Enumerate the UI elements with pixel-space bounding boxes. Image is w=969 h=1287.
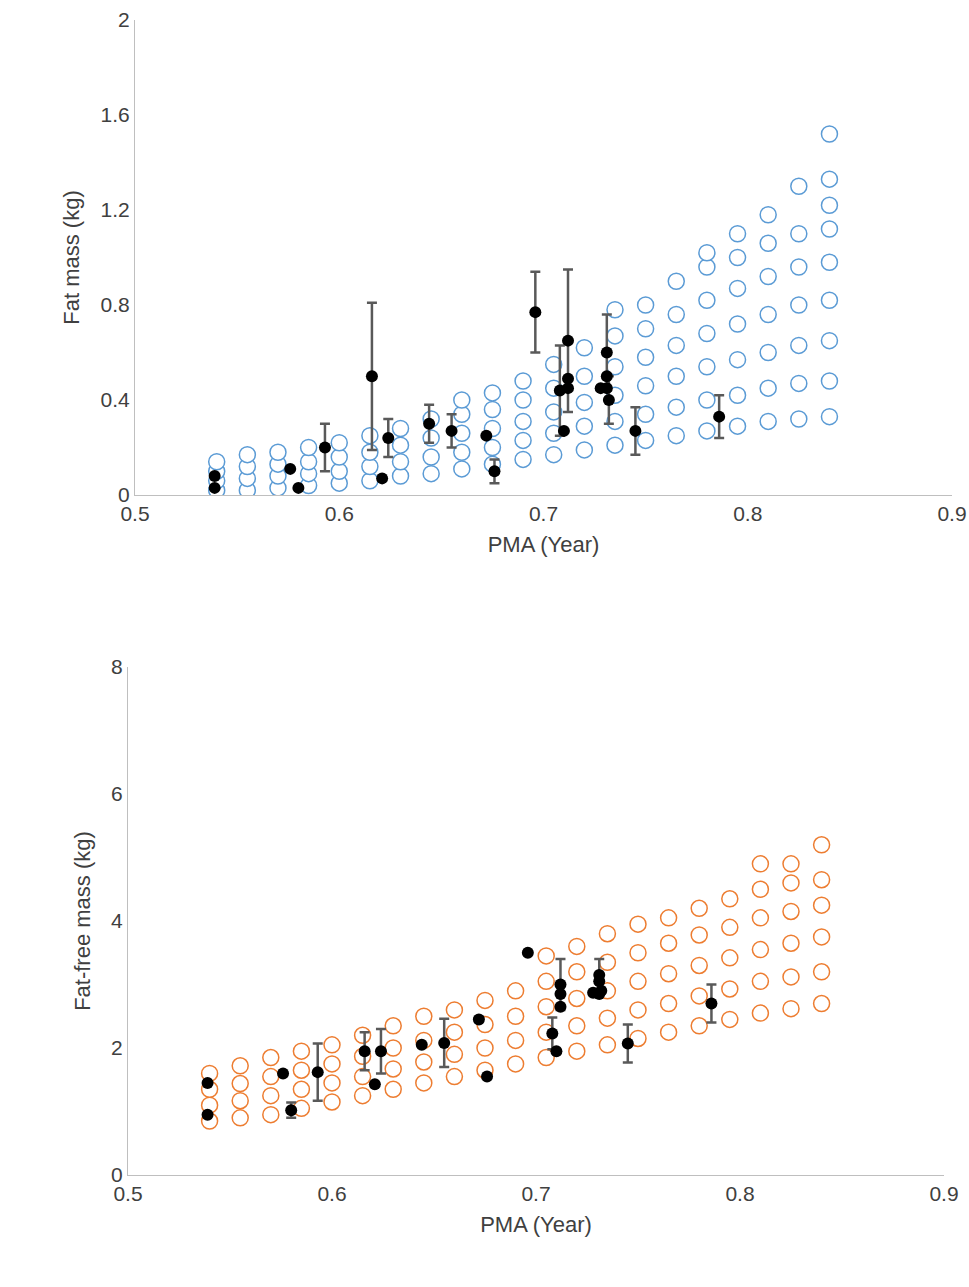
svg-text:0.8: 0.8: [725, 1182, 754, 1205]
svg-text:1.6: 1.6: [101, 103, 130, 126]
svg-text:0: 0: [118, 483, 130, 506]
svg-text:0.8: 0.8: [733, 502, 762, 525]
svg-text:6: 6: [111, 782, 123, 805]
svg-text:0.9: 0.9: [929, 1182, 958, 1205]
svg-text:0.6: 0.6: [317, 1182, 346, 1205]
svg-text:4: 4: [111, 909, 123, 932]
svg-text:2: 2: [111, 1036, 123, 1059]
svg-text:0.7: 0.7: [521, 1182, 550, 1205]
svg-text:0.9: 0.9: [937, 502, 966, 525]
svg-text:Fat-free mass (kg): Fat-free mass (kg): [70, 831, 95, 1011]
svg-text:0.7: 0.7: [529, 502, 558, 525]
svg-text:0.8: 0.8: [101, 293, 130, 316]
svg-text:0.5: 0.5: [120, 502, 149, 525]
svg-text:1.2: 1.2: [101, 198, 130, 221]
svg-text:0: 0: [111, 1163, 123, 1186]
svg-text:Fat mass (kg): Fat mass (kg): [59, 190, 84, 324]
svg-text:2: 2: [118, 8, 130, 31]
svg-text:PMA (Year): PMA (Year): [488, 532, 600, 557]
svg-text:0.5: 0.5: [113, 1182, 142, 1205]
svg-text:0.4: 0.4: [101, 388, 131, 411]
svg-text:0.6: 0.6: [325, 502, 354, 525]
svg-text:PMA (Year): PMA (Year): [480, 1212, 592, 1237]
svg-text:8: 8: [111, 655, 123, 678]
